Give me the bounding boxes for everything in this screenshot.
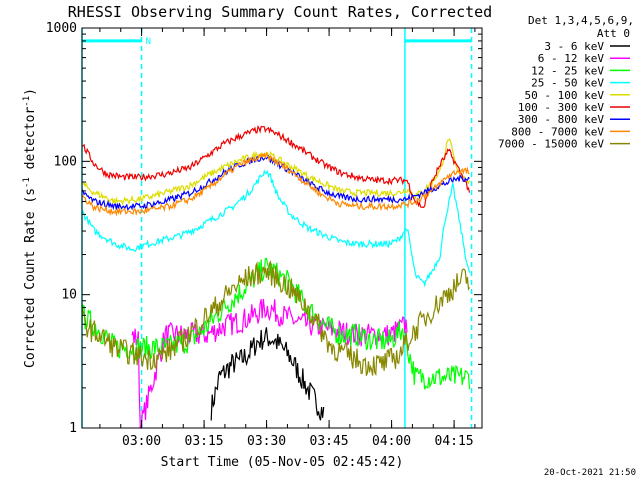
series-line-3 bbox=[81, 169, 471, 288]
series-line-8 bbox=[81, 260, 471, 377]
y-axis-label-mid: detector bbox=[23, 107, 38, 178]
legend-entry-5: 100 - 300 keV bbox=[518, 101, 604, 114]
x-tick-label-3: 03:45 bbox=[310, 434, 349, 449]
series-line-0 bbox=[210, 327, 325, 421]
x-tick-label-2: 03:30 bbox=[247, 434, 286, 449]
legend-entry-4: 50 - 100 keV bbox=[525, 89, 605, 102]
axes bbox=[81, 27, 483, 429]
chart-title: RHESSI Observing Summary Count Rates, Co… bbox=[68, 3, 492, 21]
legend-entry-2: 12 - 25 keV bbox=[531, 64, 604, 77]
y-axis-label: Corrected Count Rate (s-1 detector-1) bbox=[22, 88, 38, 368]
footer-timestamp: 20-Oct-2021 21:50 bbox=[544, 468, 636, 478]
x-tick-label-0: 03:00 bbox=[122, 434, 161, 449]
plot-frame bbox=[81, 27, 483, 429]
legend-entry-8: 7000 - 15000 keV bbox=[498, 138, 604, 151]
y-axis-label-sup1: -1 bbox=[22, 177, 32, 188]
legend-entry-1: 6 - 12 keV bbox=[538, 52, 605, 65]
legend-entry-7: 800 - 7000 keV bbox=[511, 125, 604, 138]
x-tick-label-1: 03:15 bbox=[185, 434, 224, 449]
legend-header-line2: Att 0 bbox=[597, 27, 630, 40]
y-axis-label-sup2: -1 bbox=[22, 96, 32, 107]
legend-header-line1: Det 1,3,4,5,6,9, bbox=[528, 14, 634, 27]
y-axis-label-end: ) bbox=[23, 88, 38, 96]
y-tick-label-1: 100 bbox=[54, 154, 77, 169]
x-tick-label-4: 04:00 bbox=[372, 434, 411, 449]
attenuator-bar-label-0: N bbox=[146, 37, 151, 47]
x-tick-label-5: 04:15 bbox=[435, 434, 474, 449]
y-tick-label-0: 1000 bbox=[46, 21, 77, 36]
legend-entry-6: 300 - 800 keV bbox=[518, 113, 604, 126]
x-tick-labels: 03:00 03:15 03:30 03:45 04:00 04:15 bbox=[122, 434, 474, 449]
series-line-7 bbox=[81, 151, 470, 217]
legend-entry-3: 25 - 50 keV bbox=[531, 77, 604, 90]
y-tick-label-3: 1 bbox=[69, 421, 77, 436]
y-axis-label-main: Corrected Count Rate (s bbox=[23, 188, 38, 368]
legend-entry-0: 3 - 6 keV bbox=[544, 40, 604, 53]
x-axis-label: Start Time (05-Nov-05 02:45:42) bbox=[161, 455, 404, 470]
y-tick-label-2: 10 bbox=[61, 288, 77, 303]
series-line-5 bbox=[81, 124, 471, 208]
y-tick-labels: 1000 100 10 1 bbox=[46, 21, 77, 436]
plot-area: N bbox=[81, 28, 473, 429]
